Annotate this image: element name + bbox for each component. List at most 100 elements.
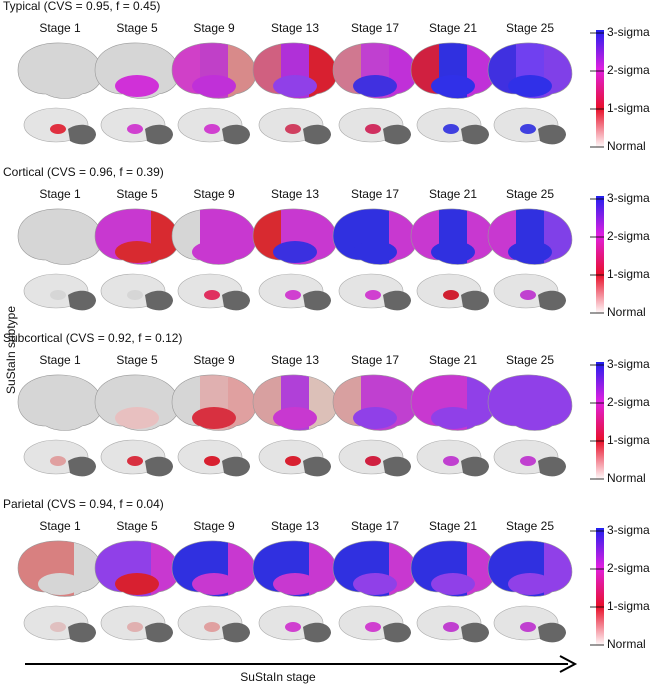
cerebellum xyxy=(461,456,489,477)
region-front xyxy=(488,374,516,431)
cortex-outline xyxy=(487,42,573,99)
subcortical-view xyxy=(493,605,566,643)
cortex-view xyxy=(252,540,338,597)
region-front xyxy=(411,208,439,265)
stage-label: Stage 25 xyxy=(506,187,554,201)
cortex-view xyxy=(410,374,496,431)
subcortical-view xyxy=(338,605,411,643)
subcortical-structure xyxy=(443,290,459,300)
stage-label: Stage 5 xyxy=(116,353,158,367)
region-temporal xyxy=(431,407,475,429)
subcortical-view xyxy=(177,107,250,145)
colorbar-gradient xyxy=(596,196,604,314)
subcortical-view xyxy=(177,605,250,643)
cortex-outline xyxy=(487,540,573,597)
subcortical-structure xyxy=(520,456,536,466)
stage-label: Stage 13 xyxy=(271,519,319,533)
subcortical-view xyxy=(493,439,566,477)
panel: Typical (CVS = 0.95, f = 0.45) Stage 1 Sta… xyxy=(3,0,650,153)
cortex-view xyxy=(94,42,180,99)
stage-label: Stage 1 xyxy=(39,353,81,367)
subcortical-structure xyxy=(365,124,381,134)
region-front xyxy=(333,540,361,597)
colorbar-label: Normal xyxy=(607,471,646,485)
region-front xyxy=(253,374,281,431)
cortex-view xyxy=(171,374,257,431)
panel: Parietal (CVS = 0.94, f = 0.04) Stage 1 St… xyxy=(3,497,650,651)
region-front xyxy=(411,42,439,99)
region-temporal xyxy=(508,241,552,263)
cortex-outline xyxy=(252,540,338,597)
cortex-outline xyxy=(94,540,180,597)
subcortical-structure xyxy=(204,622,220,632)
subcortical-view xyxy=(493,273,566,311)
region-front xyxy=(18,540,46,597)
region-temporal xyxy=(273,407,317,429)
region-temporal xyxy=(38,573,82,595)
stage-label: Stage 5 xyxy=(116,21,158,35)
cerebellum xyxy=(68,622,96,643)
subcortical-view xyxy=(23,605,96,643)
subcortical-structure xyxy=(443,456,459,466)
subcortical-view xyxy=(23,107,96,145)
region-front xyxy=(333,42,361,99)
subcortical-structure xyxy=(520,124,536,134)
stage-label: Stage 25 xyxy=(506,519,554,533)
subcortical-view xyxy=(416,107,489,145)
region-front xyxy=(333,208,361,265)
colorbar-gradient xyxy=(596,528,604,646)
panels: Typical (CVS = 0.95, f = 0.45) Stage 1 Sta… xyxy=(3,0,650,651)
cortex-outline xyxy=(17,42,103,99)
subcortical-view xyxy=(338,273,411,311)
panel-title: Parietal (CVS = 0.94, f = 0.04) xyxy=(3,497,164,511)
cerebellum xyxy=(145,124,173,145)
subcortical-structure xyxy=(285,622,301,632)
region-temporal xyxy=(431,573,475,595)
cortex-outline xyxy=(17,208,103,265)
subcortical-view xyxy=(258,439,331,477)
region-temporal xyxy=(273,573,317,595)
region-temporal xyxy=(192,241,236,263)
stage-label: Stage 1 xyxy=(39,187,81,201)
subcortical-structure xyxy=(285,124,301,134)
colorbar-label: 3-sigma xyxy=(607,191,650,205)
region-front xyxy=(411,540,439,597)
region-front xyxy=(488,540,516,597)
stage-label: Stage 21 xyxy=(429,187,477,201)
subcortical-structure xyxy=(127,290,143,300)
subcortical-view xyxy=(338,439,411,477)
region-front xyxy=(172,208,200,265)
cortex-outline xyxy=(410,208,496,265)
subcortical-view xyxy=(416,273,489,311)
subcortical-view xyxy=(258,605,331,643)
region-temporal xyxy=(353,407,397,429)
cortex-outline xyxy=(171,42,257,99)
cortex-outline xyxy=(171,540,257,597)
colorbar-gradient xyxy=(596,362,604,480)
subcortical-structure xyxy=(365,290,381,300)
cortex-outline xyxy=(332,42,418,99)
region-temporal xyxy=(273,75,317,97)
stage-label: Stage 21 xyxy=(429,353,477,367)
cerebellum xyxy=(461,124,489,145)
cerebellum xyxy=(538,290,566,311)
x-label: SuStaIn stage xyxy=(240,670,316,684)
cortex-view xyxy=(252,42,338,99)
cortex-outline xyxy=(252,208,338,265)
cortex-outline xyxy=(410,540,496,597)
region-temporal xyxy=(508,75,552,97)
region-temporal xyxy=(431,75,475,97)
cerebellum xyxy=(383,456,411,477)
colorbar-label: 2-sigma xyxy=(607,561,650,575)
colorbar-gradient xyxy=(596,30,604,148)
region-back xyxy=(544,540,572,597)
subcortical-structure xyxy=(50,456,66,466)
stage-label: Stage 25 xyxy=(506,353,554,367)
cortex-view xyxy=(332,540,418,597)
cerebellum xyxy=(68,456,96,477)
region-temporal xyxy=(115,241,159,263)
cortex-outline xyxy=(410,374,496,431)
region-front xyxy=(18,42,46,99)
colorbar: 3-sigma 2-sigma 1-sigma Normal xyxy=(590,523,650,651)
cortex-outline xyxy=(17,540,103,597)
